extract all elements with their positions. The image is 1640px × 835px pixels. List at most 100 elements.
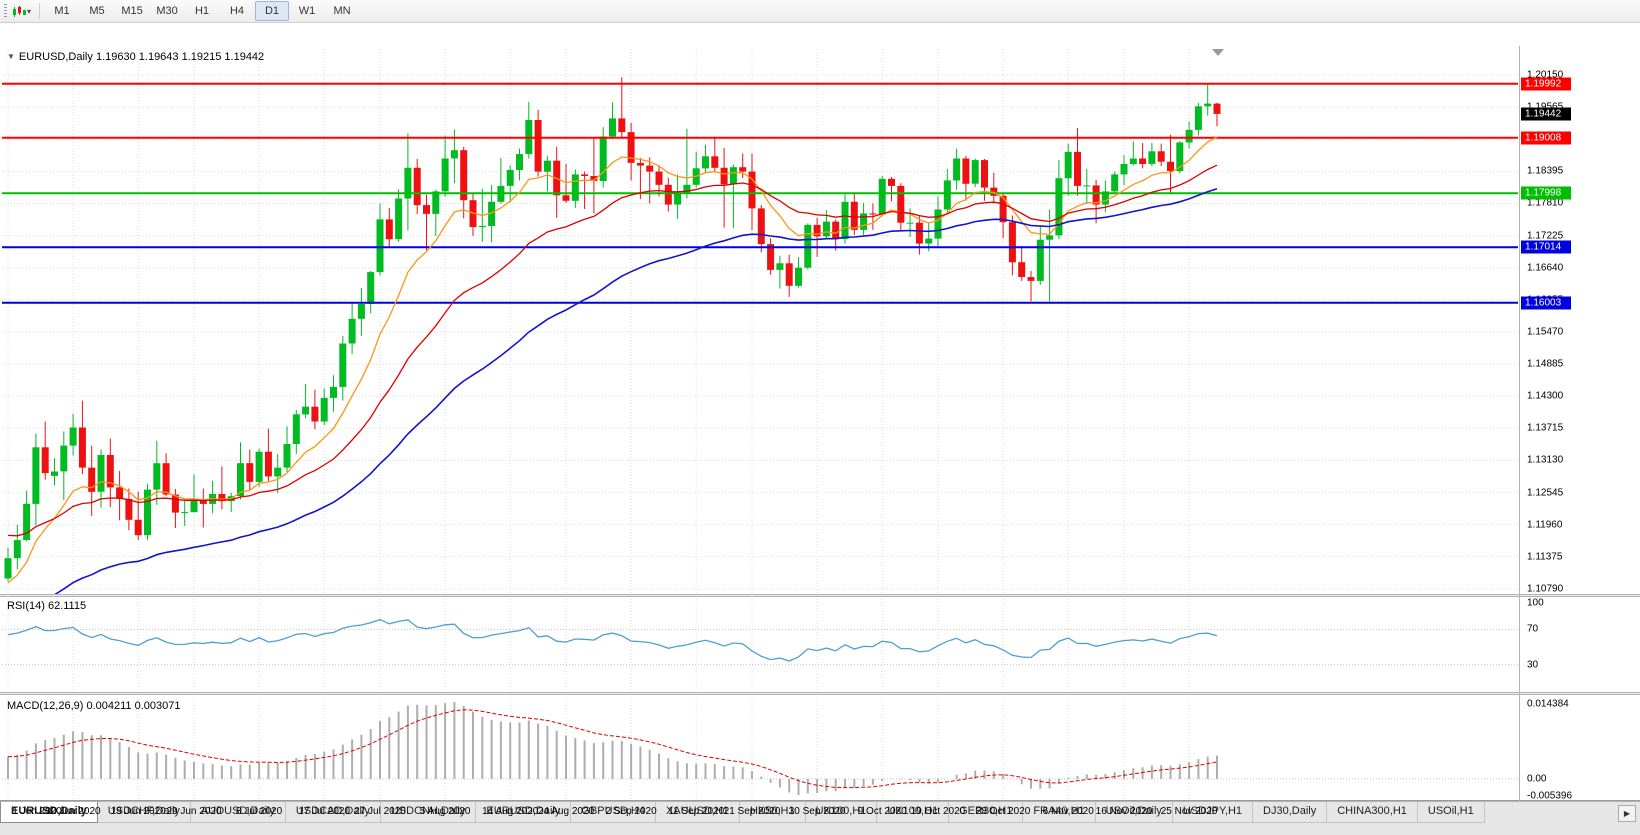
axis-tick-label: 1.16640	[1527, 262, 1564, 274]
axis-tick-label: -0.005396	[1527, 790, 1573, 802]
axis-tick-label: 1.14885	[1527, 358, 1564, 370]
panel-splitter-macd[interactable]	[0, 692, 1640, 695]
date-tick-label: 28 Oct 2020	[975, 806, 1031, 817]
chart-tab[interactable]: USDCHF,Daily	[97, 801, 191, 823]
date-tick-label: 21 Sep 2020	[723, 806, 781, 817]
toolbar-grip[interactable]	[4, 4, 7, 18]
rsi-layer	[2, 618, 1518, 666]
moving-averages	[7, 136, 1218, 596]
time-scale-border	[0, 801, 1640, 802]
timeframe-buttons: M1 M5 M15 M30 H1 H4 D1 W1 MN	[45, 1, 359, 21]
axis-tick-label: 1.14300	[1527, 390, 1564, 402]
timeframe-button-mn[interactable]: MN	[333, 5, 351, 17]
axis-tick-label: 30	[1527, 659, 1539, 671]
axis-tick-label: 1.12545	[1527, 487, 1564, 499]
chart-tab[interactable]: USDCNH,Daily	[380, 801, 477, 823]
axis-tick-label: 1.11960	[1527, 519, 1563, 531]
axis-tick-label: 1.17810	[1527, 197, 1564, 209]
timeframe-button-h4[interactable]: H4	[229, 5, 245, 17]
date-tick-label: 16 Nov 2020	[1095, 806, 1153, 817]
candles-layer	[4, 77, 1221, 582]
macd-indicator-label: MACD(12,26,9) 0.004211 0.003071	[7, 700, 181, 712]
chart-ohlc-values: 1.19630 1.19643 1.19215 1.19442	[95, 51, 265, 63]
timeframe-button-m15[interactable]: M15	[121, 5, 143, 17]
chart-tab[interactable]: USOil,Daily	[1095, 801, 1173, 823]
chart-tab[interactable]: USDCAD,Daily	[285, 801, 381, 823]
charts-icon	[13, 5, 26, 17]
chart-tab[interactable]: DJ30,Daily	[1253, 801, 1328, 823]
date-tick-label: 19 Jun 2020	[110, 806, 166, 817]
charts-toolbar-button[interactable]: ▾	[12, 5, 31, 18]
axis-tick-label: 1.13130	[1527, 454, 1564, 466]
date-tick-label: 25 Nov 2020	[1160, 806, 1218, 817]
chart-tab[interactable]: GER30,H1	[949, 801, 1024, 823]
price-line-badge: 1.17998	[1521, 186, 1571, 200]
axis-tick-label: 1.15470	[1527, 326, 1564, 338]
price-line-badge: 1.16003	[1521, 296, 1571, 310]
grid-lines	[2, 49, 1518, 799]
date-tick-label: 27 Jul 2020	[354, 806, 406, 817]
horizontal-lines	[2, 82, 1518, 304]
price-line-badge: 1.19992	[1521, 77, 1571, 91]
date-tick-label: 30 Sep 2020	[788, 806, 846, 817]
timeframe-button-d1[interactable]: D1	[255, 1, 290, 21]
axis-tick-label: 100	[1527, 597, 1544, 609]
chart-tab[interactable]: USOil,H1	[1417, 801, 1485, 823]
chart-tab-bar: EURUSD,Daily USDCHF,Daily AUDUSD,Daily USDC…	[0, 800, 1640, 835]
one-click-trading-collapse-icon[interactable]: ▼	[7, 52, 15, 61]
date-tick-label: 9 Oct 2020	[857, 806, 907, 817]
timeframe-button-w1[interactable]: W1	[298, 5, 316, 17]
chart-tab[interactable]: UK100,H1	[877, 801, 950, 823]
chart-symbol-label: EURUSD,Daily	[18, 51, 93, 63]
toolbar-separator	[39, 3, 41, 19]
chart-window[interactable]: ▼ EURUSD,Daily 1.19630 1.19643 1.19215 1.…	[0, 23, 1640, 817]
timeframe-button-m5[interactable]: M5	[89, 5, 105, 17]
price-scale-border	[1519, 46, 1520, 802]
macd-layer	[2, 702, 1518, 795]
axis-tick-label: 1.20150	[1527, 69, 1564, 81]
timeframe-button-h1[interactable]: H1	[194, 5, 210, 17]
date-tick-label: 17 Jul 2020	[298, 806, 351, 817]
chart-title: ▼ EURUSD,Daily 1.19630 1.19643 1.19215 1.…	[7, 51, 264, 63]
chart-tab[interactable]: USDJPY,H1	[1172, 801, 1254, 823]
rsi-indicator-label: RSI(14) 62.1115	[7, 600, 87, 612]
axis-tick-label: 1.18395	[1527, 165, 1564, 177]
chart-tab[interactable]: EURUSD,Daily	[0, 801, 98, 823]
date-tick-label: 10 Jun 2020	[45, 806, 101, 817]
timeframe-button-m1[interactable]: M1	[54, 5, 70, 17]
axis-tick-label: 1.19565	[1527, 102, 1563, 113]
axis-tick-label: 1.17225	[1527, 230, 1564, 242]
chevron-down-icon: ▾	[27, 6, 32, 16]
price-line-badge: 1.19008	[1521, 131, 1571, 145]
tab-scroll-right-button[interactable]: ▶	[1618, 805, 1636, 822]
axis-tick-label: 0.014384	[1527, 698, 1569, 710]
axis-tick-label: 0.00	[1527, 773, 1547, 785]
chart-tab[interactable]: HK50,H1	[739, 801, 806, 823]
chart-tab[interactable]: FRA40,H1	[1023, 801, 1096, 823]
chart-shift-marker	[1212, 49, 1224, 56]
date-tick-label: 29 Jun 2020	[166, 806, 222, 817]
date-tick-label: 11 Sep 2020	[668, 806, 725, 817]
price-line-badge: 1.17014	[1521, 240, 1571, 254]
date-tick-label: 24 Aug 2020	[537, 806, 595, 817]
chart-tab[interactable]: GBPUSD,H4	[571, 801, 656, 823]
axis-tick-label: 1.10790	[1527, 583, 1564, 595]
chart-tab[interactable]: CHINA300,H1	[1327, 801, 1418, 823]
date-tick-label: 6 Nov 2020	[1042, 806, 1094, 817]
chart-tabs: EURUSD,Daily USDCHF,Daily AUDUSD,Daily USDC…	[0, 801, 1612, 823]
chart-tab[interactable]: UK100,H1	[805, 801, 878, 823]
price-chart-svg	[2, 49, 1518, 804]
price-line-badge: 1.19442	[1521, 107, 1571, 121]
panel-splitter-rsi[interactable]	[0, 594, 1640, 597]
timeframes-toolbar: ▾ M1 M5 M15 M30 H1 H4 D1 W1 MN	[0, 0, 1640, 23]
axis-tick-label: 1.11375	[1527, 551, 1563, 563]
timeframe-button-m30[interactable]: M30	[156, 5, 178, 17]
date-tick-label: 14 Aug 2020	[482, 806, 539, 817]
axis-tick-label: 70	[1527, 623, 1539, 635]
chart-tab[interactable]: XAUUSD,H1	[655, 801, 740, 823]
chart-tab[interactable]: EURUSD,Daily	[476, 801, 572, 823]
date-tick-label: 2 Sep 2020	[605, 806, 657, 817]
date-tick-label: 19 Oct 2020	[910, 806, 966, 817]
chart-tab[interactable]: AUDUSD,Daily	[190, 801, 286, 823]
date-tick-label: 5 Aug 2020	[419, 806, 471, 817]
